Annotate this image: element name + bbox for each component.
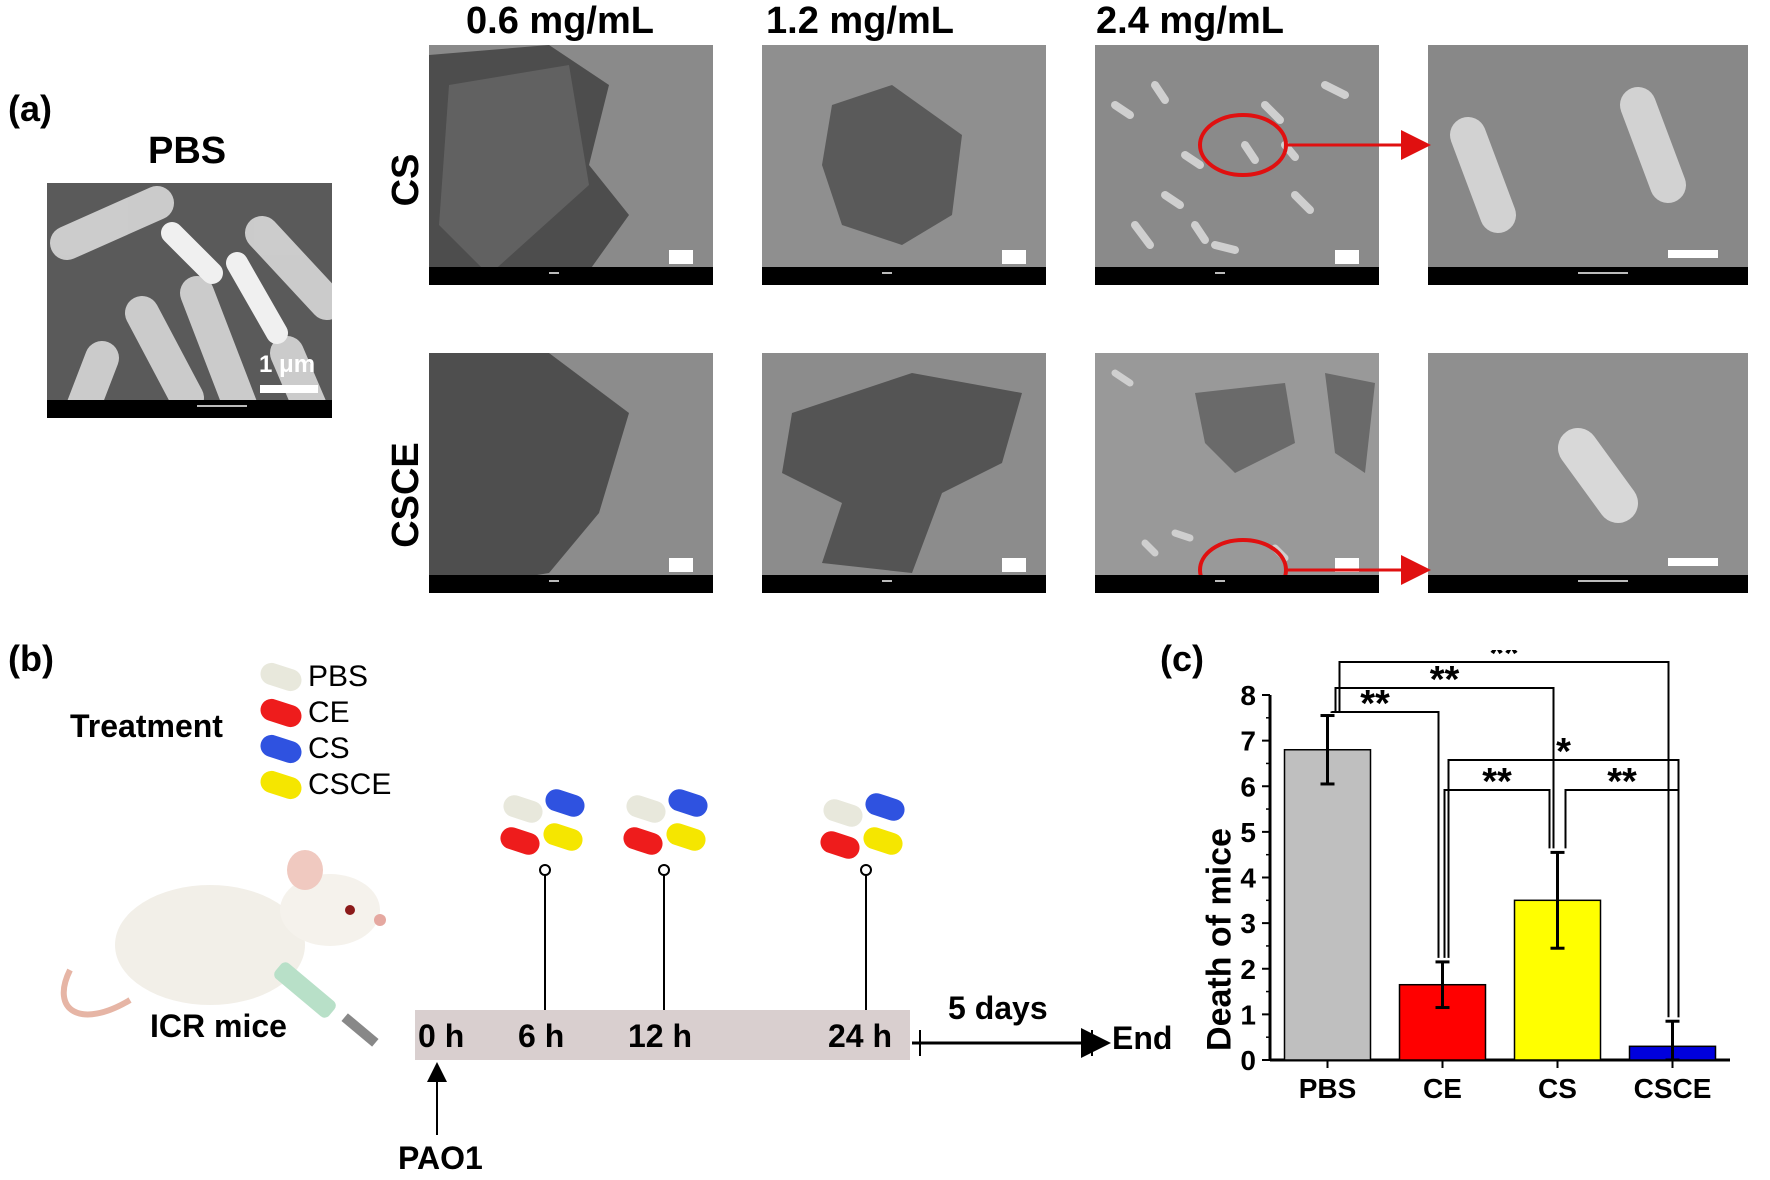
significance-label: ** [1482,761,1512,803]
timeline-bar [415,1010,910,1060]
pbs-scale-bar [260,385,318,393]
pill-cluster-24h [820,793,905,859]
timepoint-0h: 0 h [418,1018,465,1054]
ce-pill-icon [257,696,305,730]
y-tick-label: 8 [1240,680,1256,711]
y-tick-label: 2 [1240,954,1256,985]
infection-label: PAO1 [398,1140,483,1176]
sem-cs-0-6 [429,45,713,285]
y-tick-label: 4 [1240,863,1256,894]
pbs-sem-image: 1 μm [47,183,332,418]
significance-bracket [1330,711,1440,958]
x-tick-label: CE [1423,1073,1462,1104]
significance-label: ** [1360,683,1390,725]
significance-label: ** [1430,659,1460,701]
legend-pbs: PBS [257,660,368,694]
legend-ce: CE [257,696,350,730]
y-tick-label: 6 [1240,771,1256,802]
sem-csce-zoom [1428,353,1748,593]
y-tick-label: 5 [1240,817,1256,848]
cs-pill-icon [257,732,305,766]
csce-pill-icon [257,768,305,802]
sem-cs-2-4 [1095,45,1379,285]
sem-csce-1-2 [762,353,1046,593]
x-tick-label: CSCE [1634,1073,1712,1104]
timepoint-6h: 6 h [518,1018,565,1054]
column-header-1-2: 1.2 mg/mL [766,0,954,42]
pbs-pill-icon [257,660,305,694]
significance-bracket [1443,789,1551,958]
panel-a-label: (a) [8,88,52,129]
x-tick-label: PBS [1299,1073,1357,1104]
sem-csce-0-6 [429,353,713,593]
panel-c-label: (c) [1160,638,1204,679]
treatment-label: Treatment [70,708,223,744]
legend-cs: CS [257,732,350,766]
row-header-cs: CS [385,153,427,207]
row-header-csce: CSCE [385,442,427,548]
legend-csce: CSCE [257,768,391,802]
y-tick-label: 3 [1240,908,1256,939]
significance-bracket [1334,687,1555,849]
duration-label: 5 days [948,990,1048,1026]
pbs-scale-label: 1 μm [259,351,316,378]
mouse-icon [60,850,386,1047]
pill-cluster-12h [623,789,708,855]
significance-label: ** [1607,761,1637,803]
sem-info-bar [47,400,332,418]
sem-cs-1-2 [762,45,1046,285]
y-tick-label: 0 [1240,1045,1256,1076]
y-tick-label: 1 [1240,999,1256,1030]
panel-b-label: (b) [8,638,54,679]
significance-bracket [1564,789,1680,1018]
significance-bracket [1338,661,1670,1018]
column-header-2-4: 2.4 mg/mL [1096,0,1284,42]
significance-label: ** [1489,650,1519,675]
column-header-0-6: 0.6 mg/mL [466,0,654,42]
bar-pbs [1283,749,1372,1061]
sem-cs-zoom [1428,45,1748,285]
significance-label: * [1556,731,1571,773]
x-tick-label: CS [1538,1073,1577,1104]
pbs-bacteria-texture [47,183,332,418]
sem-csce-2-4 [1095,353,1379,593]
y-tick-label: 7 [1240,726,1256,757]
timepoint-24h: 24 h [828,1018,893,1054]
pbs-image-title: PBS [148,130,227,172]
mouse-label: ICR mice [150,1008,287,1044]
end-label: End [1112,1020,1173,1056]
timepoint-12h: 12 h [628,1018,693,1054]
pill-cluster-6h [500,789,585,855]
